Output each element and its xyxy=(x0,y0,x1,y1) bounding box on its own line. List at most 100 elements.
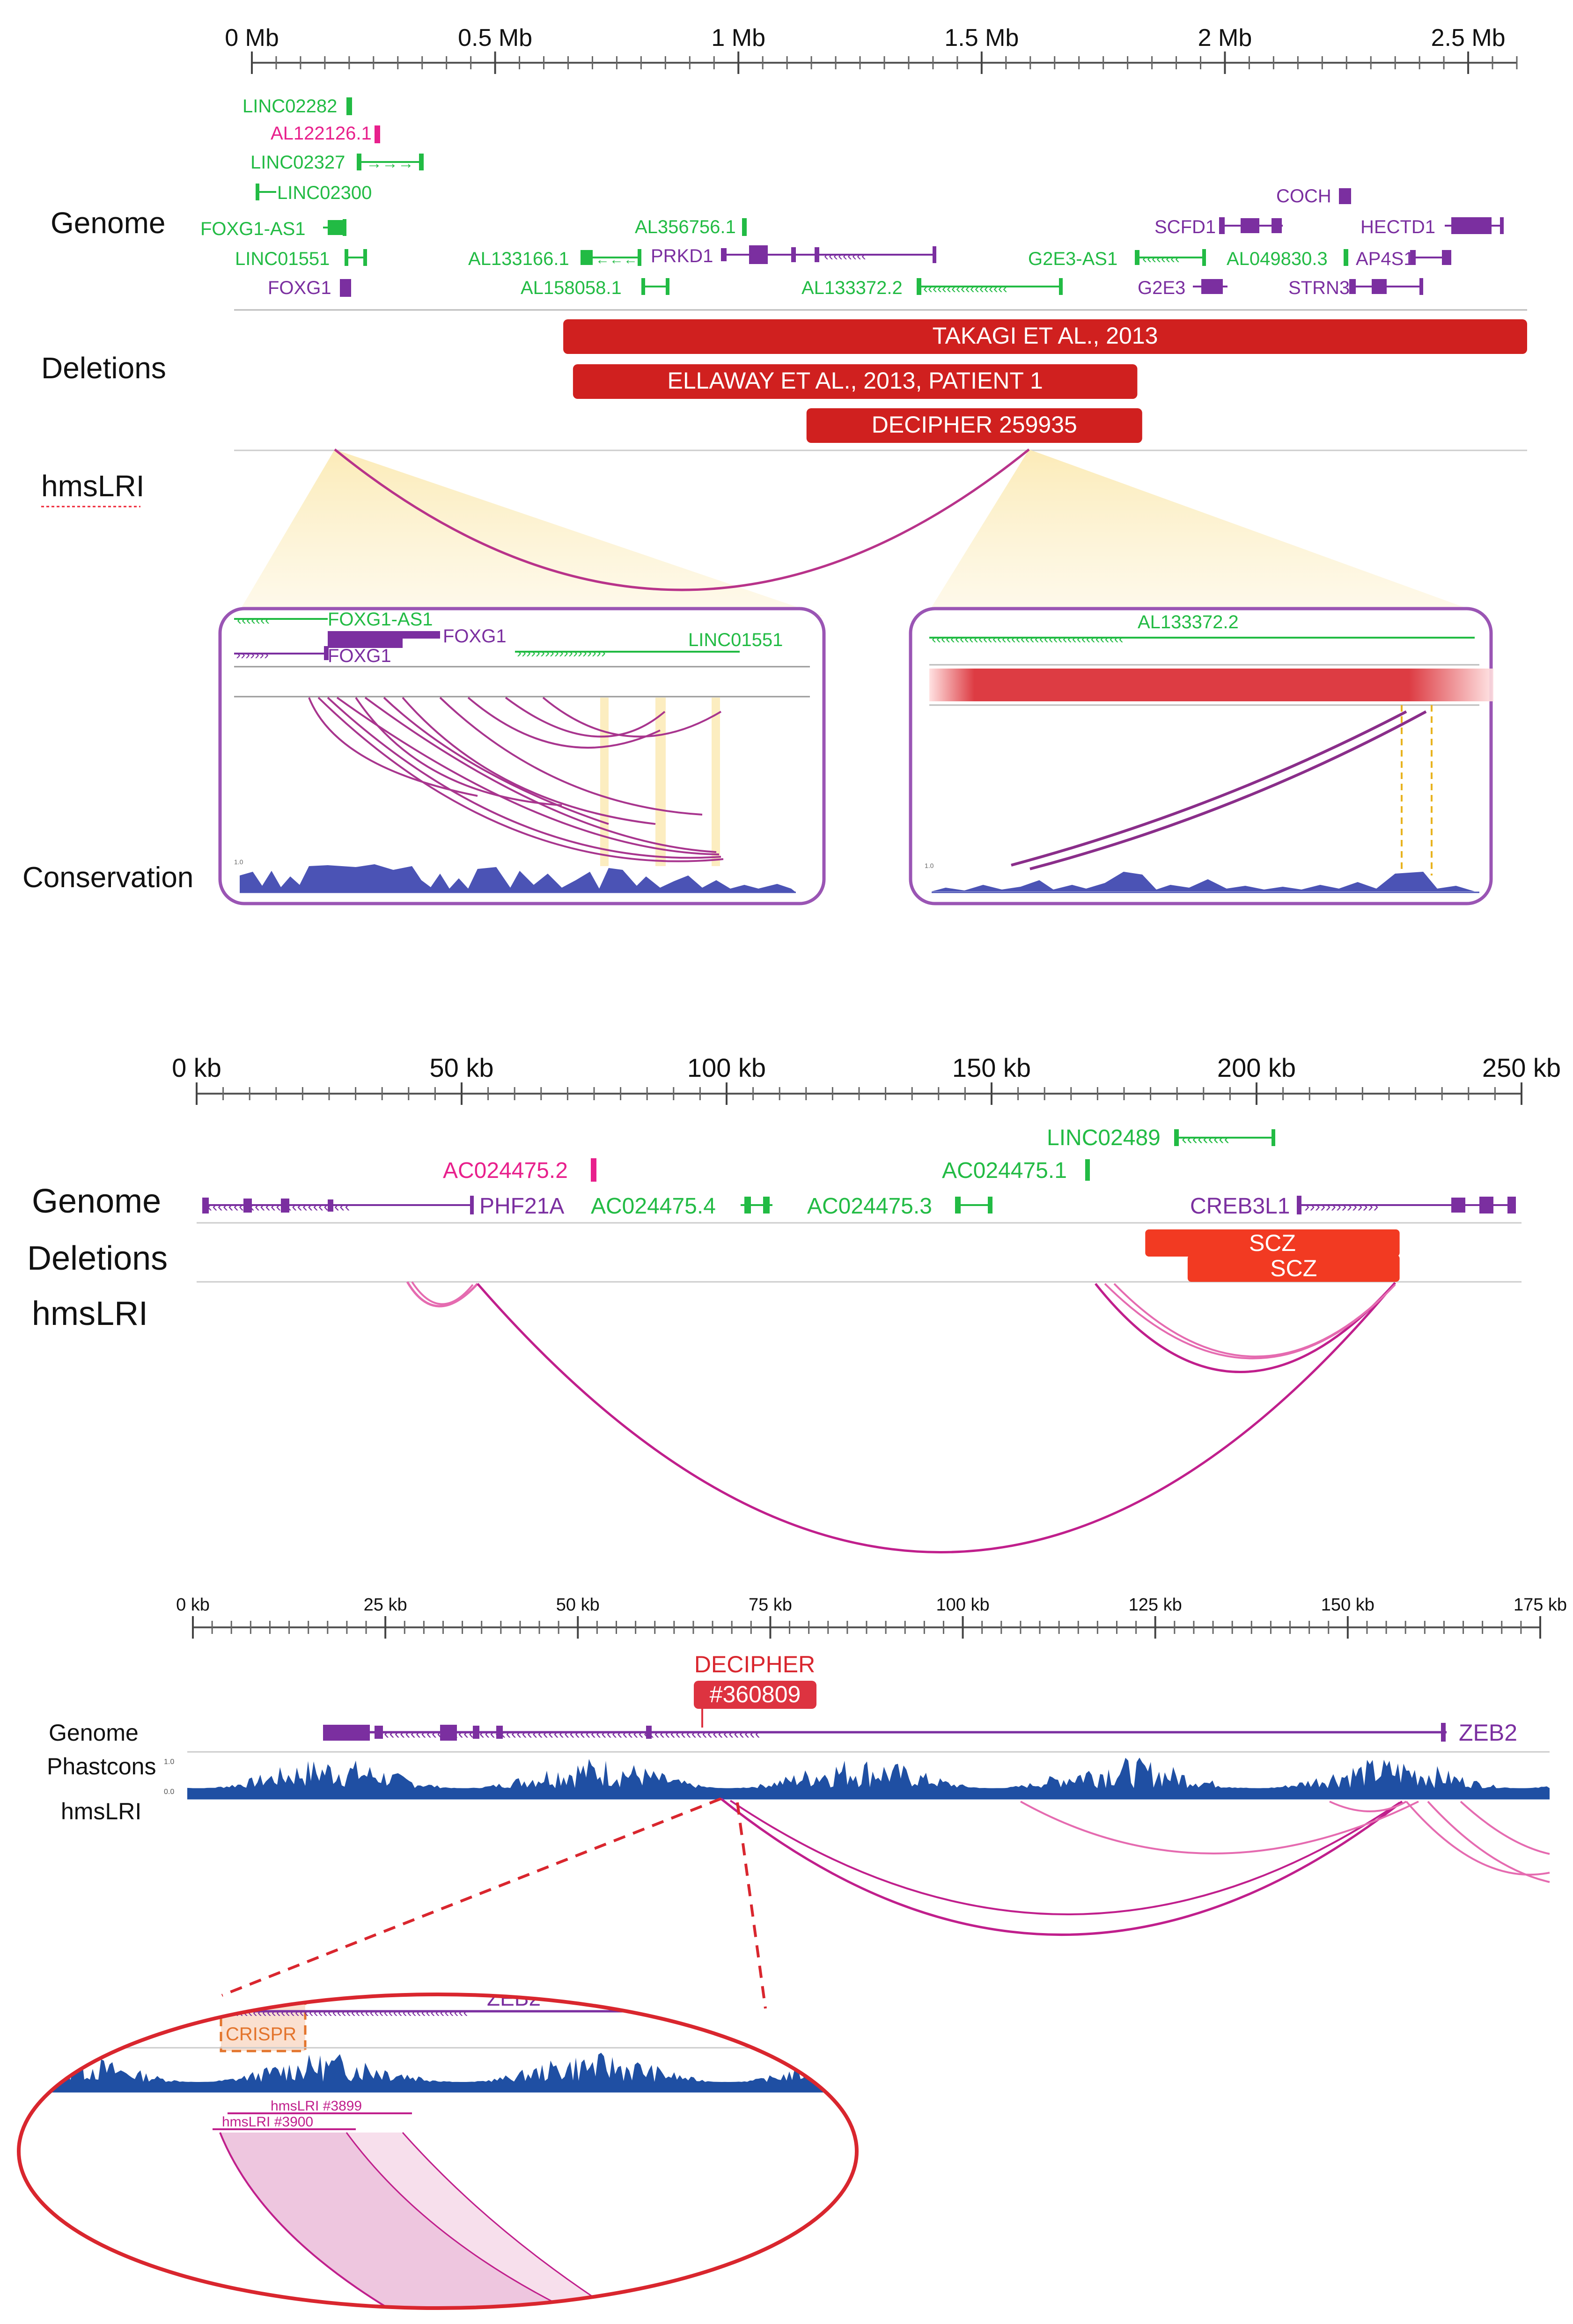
gene-AL049830.3: AL049830.3 xyxy=(1227,249,1348,269)
gene-label: ZEB2 xyxy=(1459,1720,1517,1746)
phastcons-scale-bottom: 0.0 xyxy=(164,1788,174,1796)
gene-label: G2E3-AS1 xyxy=(1028,249,1117,269)
gene-G2E3-AS1: G2E3-AS1 ‹‹‹‹‹‹‹‹ xyxy=(1028,249,1206,269)
p3-tick-label: 175 kb xyxy=(1514,1595,1567,1615)
genome-track-label: Genome xyxy=(51,206,165,240)
gene-AL122126.1: AL122126.1 xyxy=(271,123,380,144)
gene-label: LINC02489 xyxy=(1047,1125,1161,1150)
gene-PHF21A: ‹‹‹‹‹‹‹‹‹‹‹‹‹‹‹‹‹‹‹‹‹‹‹‹‹‹‹ PHF21A xyxy=(202,1194,564,1219)
gene-FOXG1: FOXG1 xyxy=(268,278,351,298)
gene-PRKD1: PRKD1 ‹‹‹‹‹‹‹‹‹ xyxy=(651,245,936,266)
svg-text:1.0: 1.0 xyxy=(234,858,243,866)
deletion-label: TAKAGI ET AL., 2013 xyxy=(933,323,1158,349)
decipher-title: DECIPHER xyxy=(694,1651,815,1677)
deletion-bar xyxy=(1145,1229,1400,1257)
deletion-bar xyxy=(806,408,1142,443)
gene-label: AL158058.1 xyxy=(521,278,622,298)
conservation-track xyxy=(240,864,796,892)
gene-label: G2E3 xyxy=(1138,278,1185,298)
gene-label: AP4S1 xyxy=(1356,249,1414,269)
svg-text:‹‹‹‹‹‹‹‹‹‹‹‹‹‹‹‹‹‹‹‹‹‹‹‹‹‹‹: ‹‹‹‹‹‹‹‹‹‹‹‹‹‹‹‹‹‹‹‹‹‹‹‹‹‹‹ xyxy=(207,1198,350,1215)
gene-LINC01551: LINC01551 xyxy=(235,249,367,269)
inset-gene-label: FOXG1 xyxy=(443,626,507,647)
gene-AC024475.3: AC024475.3 xyxy=(807,1194,992,1219)
gene-HECTD1: HECTD1 xyxy=(1360,217,1504,237)
lri-label-3899: hmsLRI #3899 xyxy=(271,2098,362,2114)
gene-AL356756.1: AL356756.1 xyxy=(635,217,747,237)
panel-1-axis: 0 Mb 0.5 Mb 1 Mb 1.5 Mb 2 Mb 2.5 Mb xyxy=(225,24,1518,74)
zoom-fan-right xyxy=(926,449,1489,616)
deletions-track-label: Deletions xyxy=(41,351,166,385)
gene-body xyxy=(346,97,352,115)
panel-3: 0 kb 25 kb 50 kb 75 kb 100 kb 125 kb 150 kb 175… xyxy=(17,1595,1567,2310)
gene-label: AC024475.3 xyxy=(807,1194,932,1219)
phastcons-track xyxy=(187,1758,1550,1799)
p2-tick-label: 100 kb xyxy=(687,1053,766,1082)
gene-AL133372.2: AL133372.2 ‹‹‹‹‹‹‹‹‹‹‹‹‹‹‹‹‹‹ xyxy=(801,278,1063,298)
panel-3-arcs xyxy=(720,1798,1550,1936)
gene-AL133166.1: AL133166.1 ←←← xyxy=(468,249,641,269)
gene-FOXG1-AS1: FOXG1-AS1 xyxy=(200,219,346,239)
genome-track-label: Genome xyxy=(49,1720,139,1746)
hmslri-track-label: hmsLRI xyxy=(32,1295,148,1332)
inset-ellipse-frame xyxy=(17,1993,859,2310)
gene-LINC02327: LINC02327 →→→ xyxy=(250,152,424,173)
svg-text:›››››››: ››››››› xyxy=(236,647,269,662)
deletion-label: SCZ xyxy=(1249,1230,1296,1256)
conservation-track-label: Conservation xyxy=(22,861,193,894)
gene-label: LINC01551 xyxy=(235,249,330,269)
inset-gene-label: AL133372.2 xyxy=(1138,612,1239,632)
panel-1-deletions: TAKAGI ET AL., 2013 ELLAWAY ET AL., 2013,… xyxy=(563,319,1527,443)
inset-frame xyxy=(909,607,1493,905)
p3-tick-label: 150 kb xyxy=(1321,1595,1375,1615)
gene-body xyxy=(742,218,747,236)
gene-label: LINC02282 xyxy=(243,96,337,117)
gene-STRN3: STRN3 xyxy=(1288,278,1423,298)
p2-tick-label: 0 kb xyxy=(172,1053,221,1082)
zoom-line-left xyxy=(221,1797,722,1997)
gene-label: AL122126.1 xyxy=(271,123,372,144)
gene-label: CREB3L1 xyxy=(1190,1194,1290,1219)
p3-tick-label: 0 kb xyxy=(176,1595,210,1615)
svg-text:›››››››››››››››››››: ››››››››››››››››››› xyxy=(517,645,606,661)
inset-al133372: ‹‹‹‹‹‹‹‹‹‹‹‹‹‹‹‹‹‹‹‹‹‹‹‹‹‹‹‹‹‹‹‹‹‹‹‹‹‹‹‹… xyxy=(909,607,1493,905)
p3-tick-label: 25 kb xyxy=(364,1595,407,1615)
gene-label: COCH xyxy=(1276,186,1331,206)
gene-LINC02282: LINC02282 xyxy=(243,96,352,117)
deletion-bar xyxy=(563,319,1527,354)
p3-tick-label: 100 kb xyxy=(936,1595,990,1615)
gene-label: AC024475.1 xyxy=(942,1158,1067,1183)
panel-1-genes: LINC02282 AL122126.1 LINC02327 →→→ LINC0… xyxy=(200,96,1504,298)
panel-2-axis: 0 kb 50 kb 100 kb 150 kb 200 kb 250 kb xyxy=(172,1053,1561,1105)
gene-label: SCFD1 xyxy=(1154,217,1216,237)
zoom-line-right xyxy=(736,1802,767,2009)
hmslri-arc-large xyxy=(334,449,1030,591)
gene-label: FOXG1-AS1 xyxy=(200,219,306,239)
gene-body xyxy=(340,279,351,297)
gene-AP4S1: AP4S1 xyxy=(1356,249,1451,269)
gene-label: AL356756.1 xyxy=(635,217,736,237)
p2-tick-label: 50 kb xyxy=(430,1053,494,1082)
inset-arcs xyxy=(308,697,724,862)
gene-label: HECTD1 xyxy=(1360,217,1435,237)
gene-LINC02489: LINC02489 ‹‹‹‹‹‹‹‹‹ xyxy=(1047,1125,1275,1150)
gene-label: LINC02327 xyxy=(250,152,345,173)
gene-body xyxy=(328,631,440,639)
p1-tick-label: 0 Mb xyxy=(225,24,279,51)
gene-label: AL133372.2 xyxy=(801,278,903,298)
strand-arrows: →→→ xyxy=(366,154,414,172)
deletions-track-label: Deletions xyxy=(27,1240,168,1277)
genome-track-label: Genome xyxy=(32,1183,161,1220)
gene-label: LINC02300 xyxy=(277,183,372,203)
p1-tick-label: 2 Mb xyxy=(1198,24,1252,51)
gene-label: FOXG1 xyxy=(268,278,331,298)
svg-text:1.0: 1.0 xyxy=(925,862,934,869)
svg-text:‹‹‹‹‹‹‹‹‹: ‹‹‹‹‹‹‹‹‹ xyxy=(824,248,866,264)
gene-SCFD1: SCFD1 xyxy=(1154,217,1283,237)
zoom-fan-left xyxy=(236,449,824,616)
inset-gene-label: LINC01551 xyxy=(688,630,783,650)
panel-2-genes: AC024475.2 ‹‹‹‹‹‹‹‹‹‹‹‹‹‹‹‹‹‹‹‹‹‹‹‹‹‹‹ P… xyxy=(202,1125,1516,1219)
deletion-bar xyxy=(573,364,1138,399)
svg-text:‹‹‹‹‹‹‹‹‹‹‹‹‹‹‹‹‹‹‹‹‹‹‹‹‹‹‹‹‹‹: ‹‹‹‹‹‹‹‹‹‹‹‹‹‹‹‹‹‹‹‹‹‹‹‹‹‹‹‹‹‹‹‹‹‹‹‹‹‹‹‹… xyxy=(384,1725,760,1743)
inset-gene-label: FOXG1-AS1 xyxy=(328,609,433,630)
